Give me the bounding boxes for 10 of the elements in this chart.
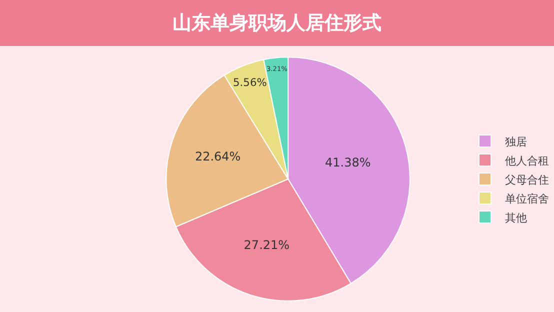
legend-label: 其他 (505, 211, 527, 224)
data-label: 22.64% (194, 150, 241, 164)
legend-label: 独居 (505, 135, 527, 148)
legend-label: 父母合住 (505, 173, 549, 186)
data-label: 5.56% (232, 76, 267, 89)
chart-title: 山东单身职场人居住形式 (0, 0, 554, 46)
legend-label: 他人合租 (505, 154, 549, 168)
data-label: 41.38% (325, 155, 371, 170)
data-label: 27.21% (244, 238, 290, 252)
legend-label: 单位宿舍 (505, 192, 549, 206)
